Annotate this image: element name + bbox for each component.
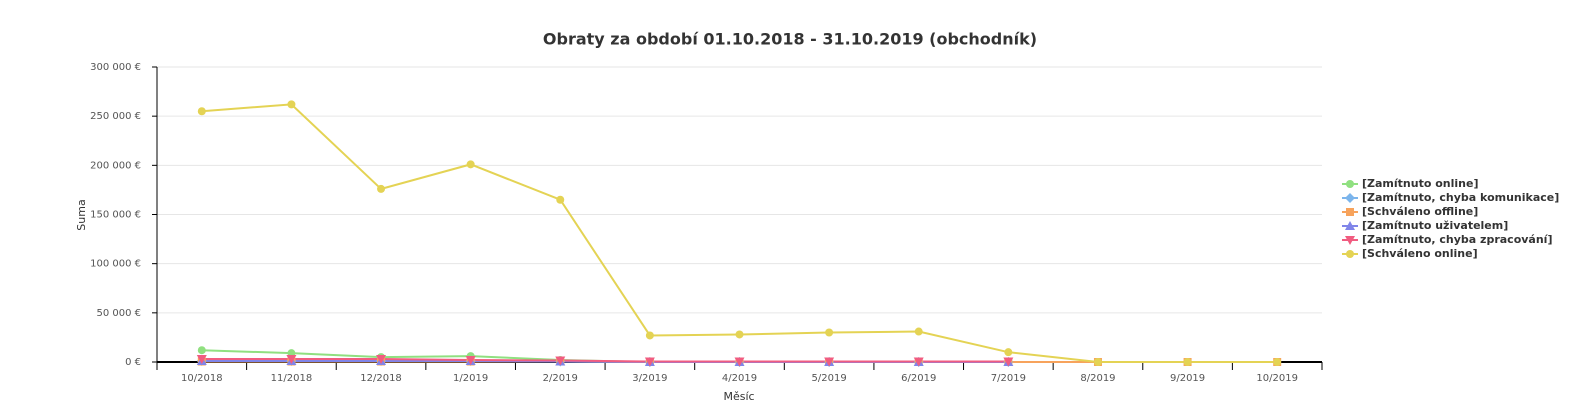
legend-symbol: [1345, 221, 1355, 230]
x-tick-label: 5/2019: [812, 373, 847, 384]
x-tick-label: 1/2019: [453, 373, 488, 384]
y-tick-label: 300 000 €: [90, 62, 141, 73]
y-tick-label: 100 000 €: [90, 259, 141, 270]
x-tick-label: 10/2018: [181, 373, 223, 384]
point: [465, 356, 476, 366]
series-line: [201, 358, 1009, 363]
x-tick-label: 8/2019: [1080, 373, 1115, 384]
legend-symbol: [1346, 180, 1354, 188]
point: [644, 357, 655, 367]
point: [913, 357, 924, 367]
point: [1273, 358, 1282, 366]
legend-label: [Schváleno offline]: [1362, 205, 1478, 218]
point: [376, 355, 387, 365]
legend-label: [Zamítnuto, chyba zpracování]: [1362, 233, 1552, 246]
point: [735, 330, 744, 339]
x-tick-label: 9/2019: [1170, 373, 1205, 384]
point: [734, 357, 745, 367]
x-tick-label: 11/2018: [271, 373, 313, 384]
series-line: [201, 103, 1278, 363]
point: [466, 160, 475, 169]
legend-label: [Zamítnuto uživatelem]: [1362, 219, 1508, 232]
point: [1183, 358, 1192, 366]
legend-label: [Zamítnuto online]: [1362, 177, 1478, 190]
y-tick-label: 0 €: [125, 357, 141, 368]
point: [286, 355, 297, 365]
point: [645, 331, 654, 340]
x-tick-label: 4/2019: [722, 373, 757, 384]
point: [197, 107, 206, 116]
point: [914, 327, 923, 336]
y-tick-label: 150 000 €: [90, 210, 141, 221]
y-axis-label: Suma: [75, 199, 88, 230]
point: [556, 195, 565, 204]
point: [377, 184, 386, 193]
point: [287, 100, 296, 109]
y-tick-label: 50 000 €: [96, 308, 141, 319]
x-tick-label: 10/2019: [1256, 373, 1298, 384]
legend-symbol: [1345, 236, 1355, 245]
legend-symbol: [1345, 193, 1355, 203]
point: [825, 328, 834, 337]
point: [196, 355, 207, 365]
x-tick-label: 12/2018: [360, 373, 402, 384]
x-tick-label: 6/2019: [901, 373, 936, 384]
point: [824, 357, 835, 367]
point: [1004, 348, 1013, 357]
x-tick-label: 2/2019: [543, 373, 578, 384]
y-tick-label: 250 000 €: [90, 111, 141, 122]
y-tick-label: 200 000 €: [90, 160, 141, 171]
chart-title: Obraty za období 01.10.2018 - 31.10.2019…: [543, 30, 1037, 49]
legend-symbol: [1346, 250, 1354, 258]
x-axis-label: Měsíc: [723, 390, 754, 403]
point: [555, 356, 566, 366]
legend-symbol: [1346, 208, 1354, 216]
x-tick-label: 7/2019: [991, 373, 1026, 384]
point: [1003, 357, 1014, 367]
point: [197, 346, 206, 355]
point: [1093, 358, 1102, 366]
legend-label: [Zamítnuto, chyba komunikace]: [1362, 191, 1559, 204]
legend-label: [Schváleno online]: [1362, 247, 1478, 260]
x-tick-label: 3/2019: [632, 373, 667, 384]
